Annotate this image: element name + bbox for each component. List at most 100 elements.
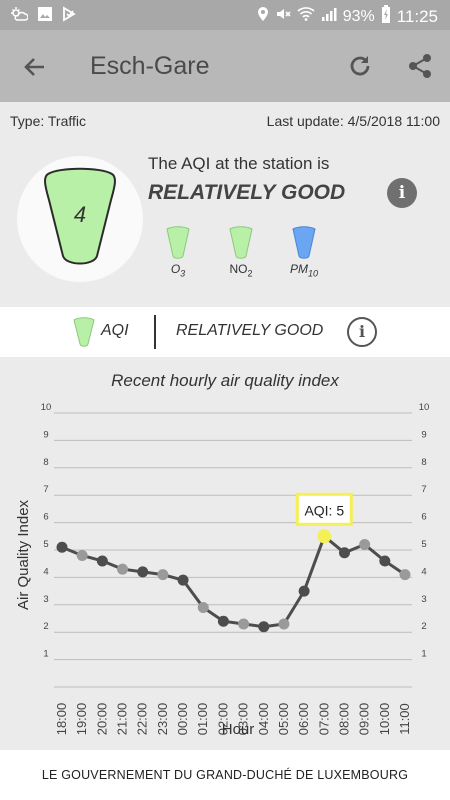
data-point (197, 602, 209, 614)
y-tick-label-left: 8 (43, 457, 48, 468)
footer: LE GOUVERNEMENT DU GRAND-DUCHÉ DE LUXEMB… (0, 750, 450, 800)
aqi-level: RELATIVELY GOOD (148, 181, 346, 204)
x-tick-label: 10:00 (377, 703, 392, 736)
data-point (96, 555, 108, 567)
gallery-icon (37, 6, 53, 27)
share-icon[interactable] (406, 52, 434, 80)
y-tick-label-right: 1 (421, 649, 426, 660)
data-point (399, 569, 411, 581)
data-point (298, 585, 310, 597)
x-tick-label: 19:00 (74, 703, 89, 736)
y-tick-label-left: 3 (43, 594, 48, 605)
last-update: Last update: 4/5/2018 11:00 (266, 113, 440, 129)
x-tick-label: 02:00 (215, 703, 230, 736)
x-tick-label: 23:00 (155, 703, 170, 736)
x-axis-title: Hour (222, 721, 255, 738)
pollutant-label: PM (289, 262, 308, 276)
data-point (379, 555, 391, 567)
chart-title: Recent hourly air quality index (111, 371, 339, 390)
pollutant-subscript: 2 (247, 268, 253, 279)
legend-level: RELATIVELY GOOD (176, 322, 324, 339)
data-point (317, 529, 332, 544)
x-tick-label: 18:00 (54, 703, 69, 736)
y-tick-label-left: 7 (43, 484, 48, 495)
data-point (217, 615, 229, 627)
aqi-value: 4 (73, 202, 87, 227)
x-tick-label: 08:00 (336, 703, 351, 736)
page-title: Esch-Gare (90, 52, 210, 80)
x-tick-label: 00:00 (175, 703, 190, 736)
pm10-cup-icon (292, 226, 316, 259)
y-tick-label-right: 10 (419, 402, 430, 413)
pollutant-subscript: 3 (180, 268, 186, 279)
aqi-gauge: 4 (17, 156, 143, 282)
data-point (76, 549, 88, 561)
chart-canvas: 1 1 2 2 3 3 4 4 5 5 6 6 7 7 8 8 9 9 10 10 18:00 19:00 20:00 21:… (15, 402, 430, 738)
data-point (238, 618, 250, 630)
x-tick-label: 05:00 (276, 703, 291, 736)
y-tick-label-right: 9 (421, 429, 426, 440)
data-point (359, 539, 371, 551)
x-tick-label: 20:00 (94, 703, 109, 736)
legend-divider (154, 315, 156, 349)
x-tick-label: 03:00 (236, 703, 251, 736)
y-tick-label-left: 5 (43, 539, 48, 550)
location-icon (257, 6, 269, 27)
x-tick-label: 06:00 (296, 703, 311, 736)
x-tick-label: 01:00 (195, 703, 210, 736)
y-tick-label-left: 6 (43, 512, 48, 523)
data-point (177, 574, 189, 586)
aqi-panel: 4 The AQI at the station is RELATIVELY G… (0, 138, 450, 306)
x-tick-label: 22:00 (135, 703, 150, 736)
refresh-icon[interactable] (346, 52, 374, 80)
mute-icon (275, 6, 291, 27)
y-tick-label-right: 3 (421, 594, 426, 605)
y-tick-label-left: 10 (41, 402, 52, 413)
aqi-intro: The AQI at the station is (148, 154, 330, 173)
battery-icon (381, 5, 391, 28)
x-tick-label: 07:00 (316, 703, 331, 736)
government-label: LE GOUVERNEMENT DU GRAND-DUCHÉ DE LUXEMB… (41, 768, 409, 782)
station-info: Type: Traffic Last update: 4/5/2018 11:0… (0, 102, 450, 138)
info-icon[interactable]: i (387, 178, 417, 208)
wifi-icon (297, 6, 315, 27)
x-tick-label: 09:00 (357, 703, 372, 736)
tooltip-label: AQI: 5 (304, 502, 344, 518)
x-tick-label: 04:00 (256, 703, 271, 736)
legend-aqi-label: AQI (101, 322, 129, 339)
pollutant-label: O (170, 262, 181, 276)
app-bar: Esch-Gare (0, 30, 450, 102)
y-tick-label-right: 2 (421, 621, 426, 632)
station-type: Type: Traffic (10, 113, 86, 129)
x-tick-label: 21:00 (115, 703, 130, 736)
pollutant-subscript: 10 (307, 268, 318, 279)
pollutant-no2: NO2 (221, 226, 261, 278)
y-tick-label-left: 1 (43, 649, 48, 660)
tooltip-box (295, 492, 353, 526)
y-tick-label-left: 4 (43, 566, 48, 577)
aqi-legend: AQI RELATIVELY GOOD i (0, 307, 450, 357)
pollutant-o3: O3 (158, 226, 198, 278)
data-point (258, 621, 270, 633)
o3-cup-icon (166, 226, 190, 259)
aqi-cup-icon (44, 167, 116, 265)
y-tick-label-left: 9 (43, 429, 48, 440)
data-point (56, 541, 68, 553)
data-point (137, 566, 149, 578)
legend-cup-icon (73, 317, 95, 352)
data-point (117, 563, 129, 575)
y-tick-label-right: 4 (421, 566, 426, 577)
y-tick-label-left: 2 (43, 621, 48, 632)
y-tick-label-right: 6 (421, 512, 426, 523)
y-axis-title: Air Quality Index (15, 499, 32, 610)
legend-info-icon[interactable]: i (347, 317, 377, 347)
x-tick-label: 11:00 (397, 703, 412, 735)
data-point (278, 618, 290, 630)
status-bar: 93% 11:25 (0, 0, 450, 30)
check-icon (62, 6, 78, 27)
back-arrow-icon[interactable] (22, 54, 48, 80)
no2-cup-icon (229, 226, 253, 259)
status-time: 11:25 (396, 6, 438, 26)
y-tick-label-right: 8 (421, 457, 426, 468)
battery-level: 93% (342, 7, 375, 25)
